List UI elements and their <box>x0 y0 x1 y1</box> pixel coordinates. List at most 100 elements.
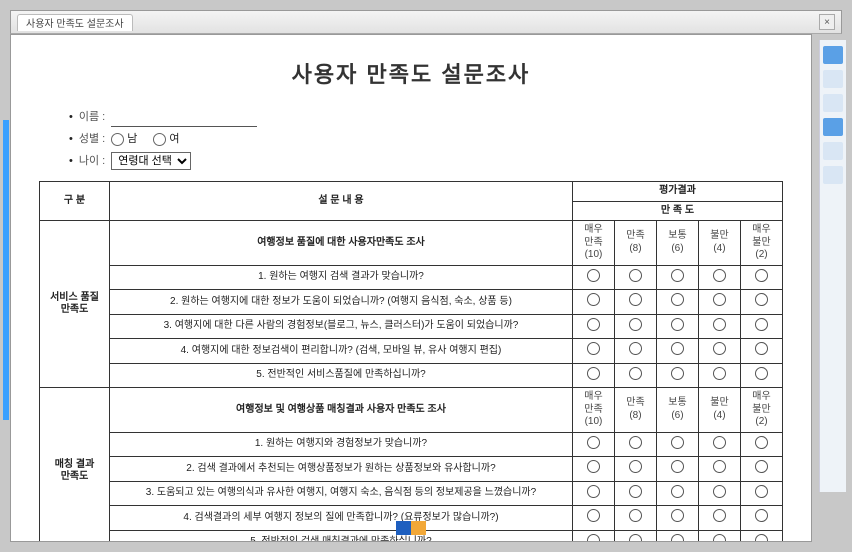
window-close-button[interactable]: × <box>819 14 835 30</box>
radio-icon <box>755 460 768 473</box>
score-radio[interactable] <box>572 506 614 531</box>
score-radio[interactable] <box>698 432 740 457</box>
score-radio[interactable] <box>656 530 698 542</box>
score-radio[interactable] <box>740 363 782 388</box>
gender-male-radio[interactable]: 남 <box>111 129 137 149</box>
radio-icon <box>713 460 726 473</box>
flag-right <box>411 521 426 535</box>
question-cell: 2. 검색 결과에서 추천되는 여행상품정보가 원하는 상품정보와 유사합니까? <box>110 457 573 482</box>
score-radio[interactable] <box>740 530 782 542</box>
radio-icon <box>629 269 642 282</box>
score-radio[interactable] <box>614 339 656 364</box>
radio-icon <box>671 269 684 282</box>
score-radio[interactable] <box>698 481 740 506</box>
score-radio[interactable] <box>614 265 656 290</box>
browser-tab[interactable]: 사용자 만족도 설문조사 <box>17 14 133 31</box>
score-radio[interactable] <box>614 506 656 531</box>
score-radio[interactable] <box>572 530 614 542</box>
page-title: 사용자 만족도 설문조사 <box>39 57 783 89</box>
gender-female-radio[interactable]: 여 <box>153 129 179 149</box>
radio-icon <box>671 534 684 543</box>
score-radio[interactable] <box>614 481 656 506</box>
name-input[interactable] <box>111 108 257 127</box>
browser-tab-bar: 사용자 만족도 설문조사 × <box>10 10 842 34</box>
score-radio[interactable] <box>572 339 614 364</box>
age-label: 나이 : <box>79 151 105 171</box>
footer-flag-icon <box>396 521 426 535</box>
score-radio[interactable] <box>572 290 614 315</box>
question-cell: 1. 원하는 여행지와 경험정보가 맞습니까? <box>110 432 573 457</box>
score-radio[interactable] <box>614 290 656 315</box>
score-radio[interactable] <box>572 481 614 506</box>
score-radio[interactable] <box>572 265 614 290</box>
radio-icon <box>587 293 600 306</box>
score-radio[interactable] <box>740 457 782 482</box>
radio-icon <box>587 436 600 449</box>
score-radio[interactable] <box>656 363 698 388</box>
age-select[interactable]: 연령대 선택 <box>111 152 191 170</box>
score-radio[interactable] <box>656 481 698 506</box>
score-radio[interactable] <box>740 290 782 315</box>
score-radio[interactable] <box>656 506 698 531</box>
radio-icon <box>671 509 684 522</box>
radio-icon <box>755 485 768 498</box>
score-radio[interactable] <box>740 265 782 290</box>
score-radio[interactable] <box>698 457 740 482</box>
radio-icon <box>713 269 726 282</box>
score-radio[interactable] <box>698 530 740 542</box>
radio-icon <box>755 318 768 331</box>
name-label: 이름 : <box>79 107 105 127</box>
score-radio[interactable] <box>614 530 656 542</box>
score-radio[interactable] <box>698 265 740 290</box>
score-radio[interactable] <box>656 432 698 457</box>
radio-icon <box>587 509 600 522</box>
scale-header: 매우불만(2) <box>740 388 782 433</box>
score-radio[interactable] <box>572 432 614 457</box>
survey-page: 사용자 만족도 설문조사 • 이름 : • 성별 : 남 여 • <box>10 34 812 542</box>
score-radio[interactable] <box>698 314 740 339</box>
score-radio[interactable] <box>614 457 656 482</box>
score-radio[interactable] <box>740 339 782 364</box>
score-radio[interactable] <box>656 265 698 290</box>
radio-icon <box>713 318 726 331</box>
score-radio[interactable] <box>656 314 698 339</box>
score-radio[interactable] <box>740 314 782 339</box>
radio-icon <box>629 485 642 498</box>
radio-icon <box>587 367 600 380</box>
col-question: 설 문 내 용 <box>110 182 573 221</box>
score-radio[interactable] <box>572 363 614 388</box>
score-radio[interactable] <box>656 339 698 364</box>
score-radio[interactable] <box>740 432 782 457</box>
col-category: 구 분 <box>40 182 110 221</box>
col-result-sub: 만 족 도 <box>572 201 782 221</box>
side-block <box>823 118 843 136</box>
score-radio[interactable] <box>614 314 656 339</box>
scale-header: 만족(8) <box>614 388 656 433</box>
section-header-question: 여행정보 및 여행상품 매칭결과 사용자 만족도 조사 <box>110 388 573 433</box>
score-radio[interactable] <box>698 506 740 531</box>
question-cell: 3. 여행지에 대한 다른 사람의 경험정보(블로그, 뉴스, 클러스터)가 도… <box>110 314 573 339</box>
score-radio[interactable] <box>614 432 656 457</box>
score-radio[interactable] <box>698 363 740 388</box>
score-radio[interactable] <box>656 290 698 315</box>
score-radio[interactable] <box>572 457 614 482</box>
score-radio[interactable] <box>698 290 740 315</box>
score-radio[interactable] <box>698 339 740 364</box>
radio-icon <box>713 534 726 543</box>
score-radio[interactable] <box>740 506 782 531</box>
score-radio[interactable] <box>572 314 614 339</box>
scale-header: 만족(8) <box>614 221 656 266</box>
score-radio[interactable] <box>614 363 656 388</box>
side-block <box>823 70 843 88</box>
radio-icon <box>713 509 726 522</box>
radio-icon <box>587 269 600 282</box>
radio-icon <box>629 509 642 522</box>
score-radio[interactable] <box>656 457 698 482</box>
radio-icon <box>629 293 642 306</box>
radio-icon <box>671 436 684 449</box>
radio-icon <box>755 293 768 306</box>
score-radio[interactable] <box>740 481 782 506</box>
close-icon: × <box>824 17 830 28</box>
side-block <box>823 142 843 160</box>
scale-header: 매우만족(10) <box>572 221 614 266</box>
